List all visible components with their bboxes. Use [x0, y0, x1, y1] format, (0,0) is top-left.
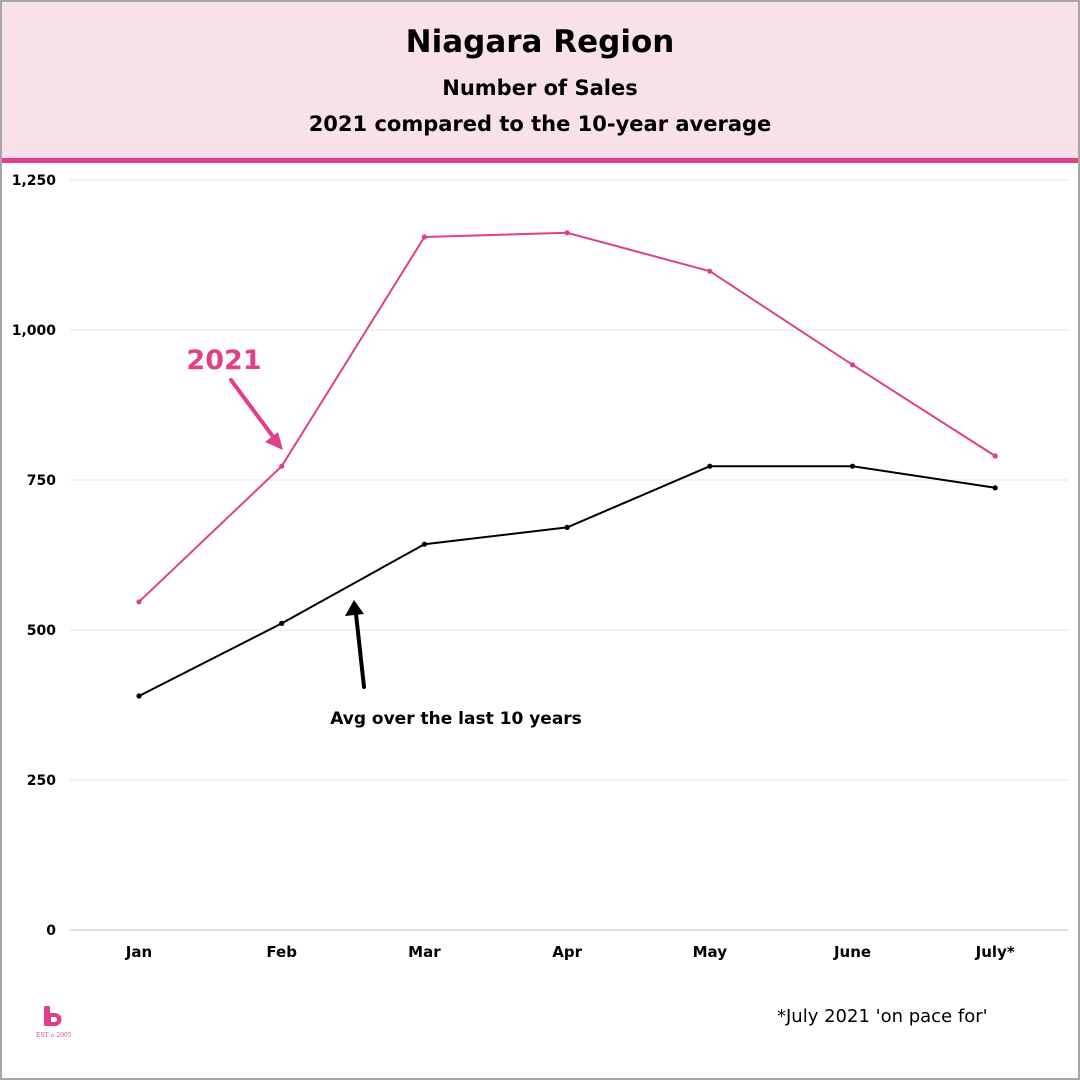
series-label-2021: 2021: [186, 345, 261, 376]
arrow-2021-head: [265, 432, 283, 450]
x-tick-label-mar: Mar: [408, 943, 441, 961]
x-tick-label-jan: Jan: [125, 943, 152, 961]
y-tick-label-500: 500: [27, 623, 56, 639]
x-tick-label-feb: Feb: [266, 943, 297, 961]
data-point-10yr-avg-0: [136, 693, 142, 699]
data-point-2021-6: [992, 453, 998, 459]
chart-header: Niagara Region Number of Sales 2021 comp…: [2, 2, 1078, 163]
series-line-2021: [138, 231, 996, 603]
y-tick-label-1250: 1,250: [12, 173, 57, 189]
data-point-2021-3: [564, 230, 570, 236]
data-point-10yr-avg-5: [849, 463, 856, 469]
y-tick-label-0: 0: [46, 923, 56, 939]
data-point-10yr-avg-4: [707, 463, 713, 469]
x-tick-label-may: May: [693, 943, 728, 961]
brand-logo: EST ▫ 2005: [36, 1006, 76, 1046]
data-point-2021-5: [849, 362, 856, 368]
chart-title: Niagara Region: [405, 24, 675, 60]
data-point-10yr-avg-6: [992, 485, 998, 491]
chart-subtitle-comparison: 2021 compared to the 10-year average: [308, 112, 772, 136]
y-tick-label-250: 250: [27, 773, 56, 789]
series-label-10yr-avg: Avg over the last 10 years: [330, 709, 582, 729]
data-point-10yr-avg-3: [564, 524, 570, 531]
brand-logo-est-text: EST ▫ 2005: [36, 1032, 72, 1039]
arrow-2021-shaft: [229, 378, 276, 440]
arrow-10yr-avg-shaft: [354, 612, 366, 689]
data-point-2021-4: [707, 268, 713, 274]
x-tick-label-july: July*: [975, 943, 1015, 961]
x-tick-label-june: June: [833, 943, 871, 961]
data-point-2021-0: [136, 599, 142, 605]
y-tick-label-1000: 1,000: [12, 323, 57, 339]
y-tick-label-750: 750: [27, 473, 56, 489]
chart-subtitle: Number of Sales: [442, 76, 638, 100]
data-point-10yr-avg-1: [279, 620, 285, 627]
arrow-10yr-avg-head: [345, 600, 364, 616]
x-tick-label-apr: Apr: [552, 943, 582, 961]
data-point-2021-2: [421, 234, 427, 240]
data-point-10yr-avg-2: [421, 541, 427, 547]
data-point-2021-1: [279, 463, 285, 469]
series-line-10yr-avg: [138, 465, 996, 697]
footnote: *July 2021 'on pace for': [777, 1006, 988, 1027]
brand-b-logo-icon: [44, 1006, 62, 1026]
